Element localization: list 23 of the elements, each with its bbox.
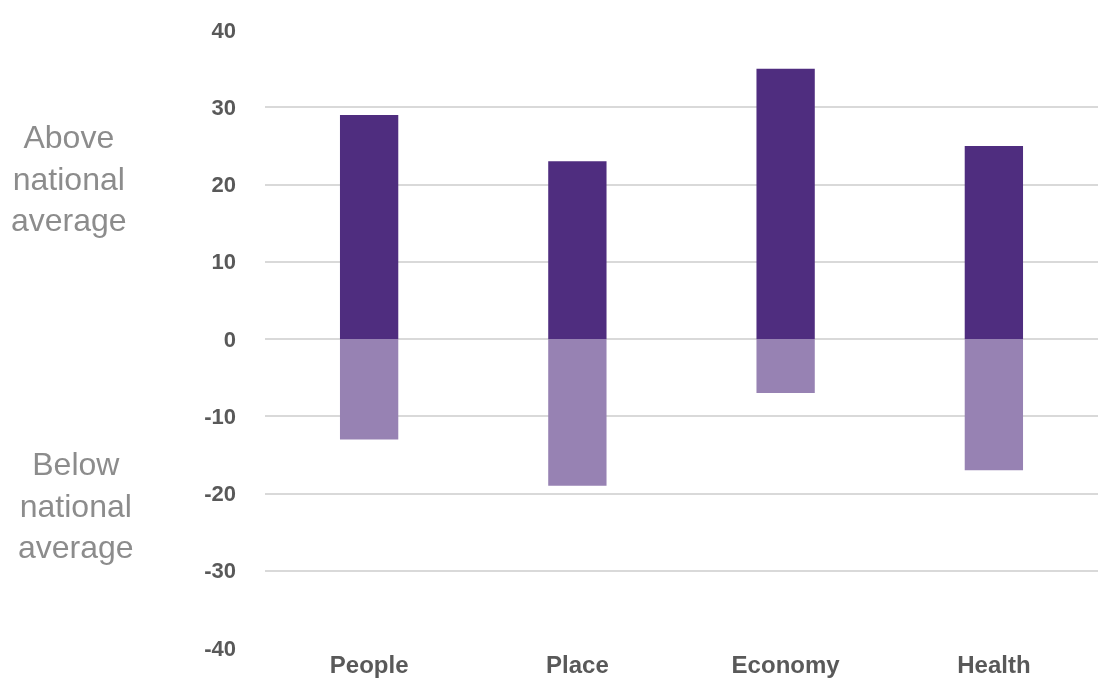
y-tick-label: 10 — [211, 249, 236, 275]
text: Above national average — [11, 119, 127, 239]
bar — [756, 339, 815, 394]
bar — [339, 339, 399, 440]
bar — [964, 339, 1024, 471]
x-tick-label: Place — [546, 651, 609, 678]
y-tick-label: -10 — [204, 403, 236, 429]
y-tick-label: 40 — [211, 17, 236, 43]
bar — [339, 114, 399, 339]
y-tick-label: -30 — [204, 558, 236, 584]
bar — [548, 339, 607, 486]
y-tick-label: -20 — [204, 481, 236, 507]
bar — [964, 145, 1024, 339]
x-tick-label: Health — [957, 651, 1031, 678]
text: Below national average — [18, 446, 134, 566]
y-tick-label: 30 — [211, 94, 236, 120]
y-tick-label: -40 — [204, 635, 236, 661]
y-tick-label: 20 — [211, 172, 236, 198]
x-tick-label: People — [329, 651, 409, 678]
x-tick-label: Economy — [731, 651, 841, 678]
bar — [548, 161, 607, 339]
bar — [756, 68, 815, 339]
y-tick-label: 0 — [223, 326, 236, 352]
